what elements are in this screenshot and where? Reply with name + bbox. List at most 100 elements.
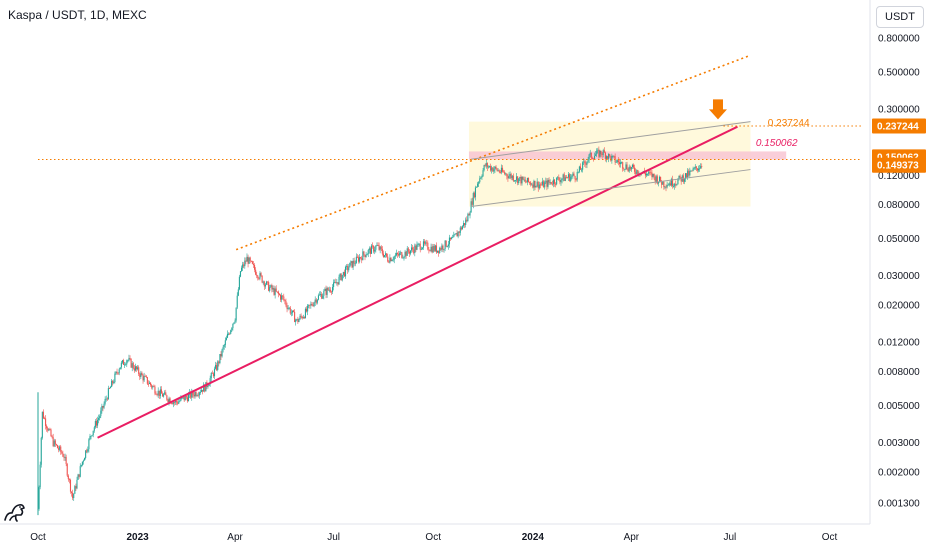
candle xyxy=(211,372,212,382)
candle-body xyxy=(55,441,56,445)
candle-body xyxy=(41,438,42,465)
candle xyxy=(418,243,419,247)
candle-body xyxy=(421,249,422,250)
candle-body xyxy=(487,163,488,167)
candle xyxy=(225,337,226,347)
candle-body xyxy=(438,251,439,253)
candle-body xyxy=(93,431,94,435)
candle-body xyxy=(505,174,506,175)
candle-body xyxy=(214,369,215,376)
candle-body xyxy=(160,389,161,395)
candle xyxy=(116,369,117,375)
candle xyxy=(59,445,60,451)
candle xyxy=(92,435,93,437)
candle-body xyxy=(244,261,245,267)
candle xyxy=(281,293,282,303)
candle-body xyxy=(472,201,473,204)
candle-body xyxy=(529,182,530,183)
candle-body xyxy=(584,161,585,163)
candle xyxy=(85,450,86,459)
candle xyxy=(138,365,139,376)
candle-body xyxy=(524,180,525,181)
candle-body xyxy=(172,403,173,404)
candle-body xyxy=(200,392,201,393)
candle xyxy=(232,323,233,330)
candle-body xyxy=(498,170,499,171)
price-axis[interactable]: 0.800000 0.500000 0.300000 0.120000 0.080000… xyxy=(878,34,920,510)
candle-body xyxy=(335,282,336,283)
candle-body xyxy=(546,181,547,187)
candle-body xyxy=(377,245,378,246)
candle-body xyxy=(269,287,270,291)
candle xyxy=(151,384,152,389)
candle-body xyxy=(463,223,464,226)
candle-body xyxy=(230,330,231,334)
candle-body xyxy=(99,416,100,418)
candle xyxy=(432,244,433,254)
candle-body xyxy=(618,160,619,162)
price-tag-label: 0.149373 xyxy=(877,161,919,172)
candle-body xyxy=(322,296,323,299)
candle-body xyxy=(111,381,112,387)
candle xyxy=(467,213,468,223)
candle-body xyxy=(346,266,347,267)
candle xyxy=(84,457,85,460)
candle-body xyxy=(667,185,668,187)
candle xyxy=(131,358,132,368)
candle-body xyxy=(159,391,160,396)
candle xyxy=(382,246,383,255)
candle xyxy=(271,284,272,293)
candle xyxy=(468,213,469,216)
candle-body xyxy=(240,271,241,277)
candle xyxy=(267,281,268,285)
candle-body xyxy=(128,358,129,360)
candle-body xyxy=(514,180,515,181)
candle xyxy=(295,319,296,326)
time-tick-label: Apr xyxy=(227,532,243,543)
candle xyxy=(422,247,423,250)
candle-body xyxy=(196,392,197,396)
candle-body xyxy=(263,282,264,283)
candle-body xyxy=(255,270,256,275)
candle-body xyxy=(592,158,593,159)
candle xyxy=(141,371,142,375)
candle xyxy=(354,258,355,267)
candle xyxy=(83,460,84,465)
candle-body xyxy=(628,169,629,171)
candle-body xyxy=(489,166,490,167)
candle-body xyxy=(173,402,174,404)
candle-body xyxy=(174,402,175,403)
candle-body xyxy=(456,233,457,236)
candle-body xyxy=(585,163,586,164)
candle-body xyxy=(537,182,538,186)
candle-body xyxy=(273,288,274,295)
candle xyxy=(429,249,430,251)
candle-body xyxy=(309,305,310,306)
candle xyxy=(63,454,64,461)
candle-body xyxy=(368,250,369,254)
candle-body xyxy=(626,164,627,169)
candle-body xyxy=(507,176,508,178)
candle-body xyxy=(598,150,599,157)
candle xyxy=(202,390,203,395)
candle-body xyxy=(379,245,380,250)
candle-body xyxy=(334,282,335,283)
candle xyxy=(319,291,320,295)
candle-body xyxy=(253,264,254,265)
candle xyxy=(136,366,137,372)
price-tick-label: 0.080000 xyxy=(878,200,920,211)
candle-body xyxy=(316,300,317,303)
candle xyxy=(115,371,116,375)
candle-body xyxy=(437,251,438,253)
time-axis[interactable]: Oct 2023 Apr Jul Oct 2024 Apr Jul Oct xyxy=(30,532,837,543)
candle-body xyxy=(57,445,58,448)
candle-body xyxy=(145,376,146,377)
candle xyxy=(310,301,311,308)
candle-body xyxy=(102,406,103,408)
candle-body xyxy=(284,300,285,301)
candle-body xyxy=(492,168,493,172)
candle xyxy=(290,306,291,315)
candle-body xyxy=(228,334,229,335)
candle xyxy=(166,395,167,401)
